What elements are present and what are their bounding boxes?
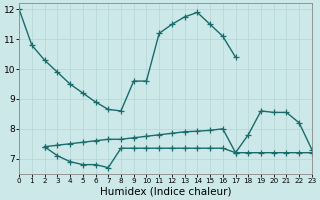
X-axis label: Humidex (Indice chaleur): Humidex (Indice chaleur) (100, 187, 231, 197)
